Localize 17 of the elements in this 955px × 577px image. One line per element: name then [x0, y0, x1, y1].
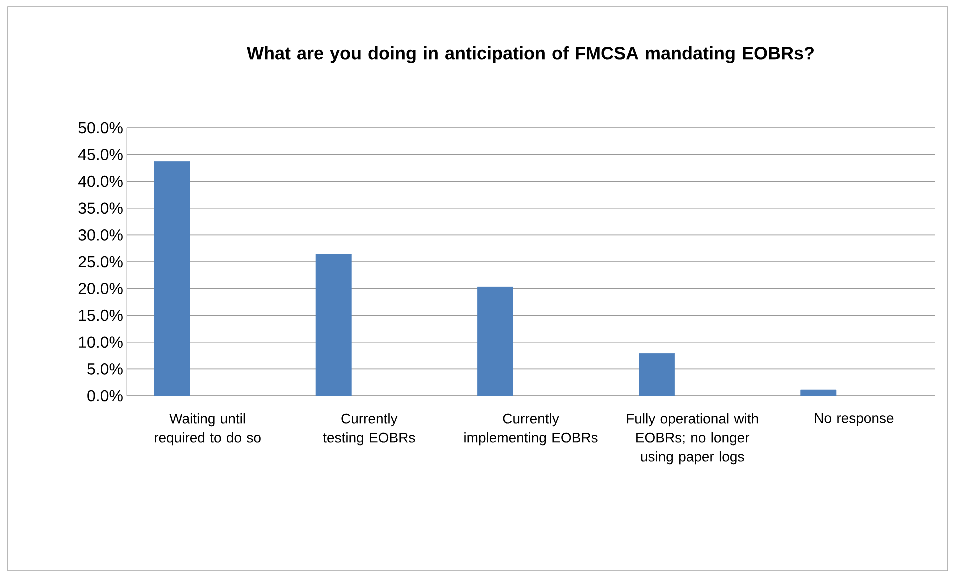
x-tick-label: Currently implementing EOBRs	[464, 414, 598, 446]
x-tick-label: No response	[815, 414, 894, 426]
x-tick-label: Waiting until required to do so	[155, 414, 261, 446]
y-tick-label: 25.0%	[78, 256, 123, 268]
y-tick-label: 10.0%	[79, 336, 123, 348]
y-tick-label: 15.0%	[79, 310, 123, 322]
y-tick-label: 20.0%	[78, 283, 123, 294]
y-tick-label: 45.0%	[78, 149, 123, 160]
x-tick-label: Currently testing EOBRs	[323, 414, 416, 446]
y-tick-label: 0.0%	[88, 390, 123, 402]
y-tick-label: 35.0%	[78, 202, 123, 214]
x-tick-label: Fully operational with EOBRs; no longer using paper logs	[627, 414, 758, 465]
y-tick-label: 30.0%	[78, 230, 123, 241]
chart-title: What are you doing in anticipation of FMCSA mandating EOBRs?	[247, 46, 814, 64]
y-tick-label: 50.0%	[78, 122, 123, 134]
y-tick-label: 40.0%	[78, 176, 123, 188]
y-tick-label: 5.0%	[88, 364, 123, 375]
